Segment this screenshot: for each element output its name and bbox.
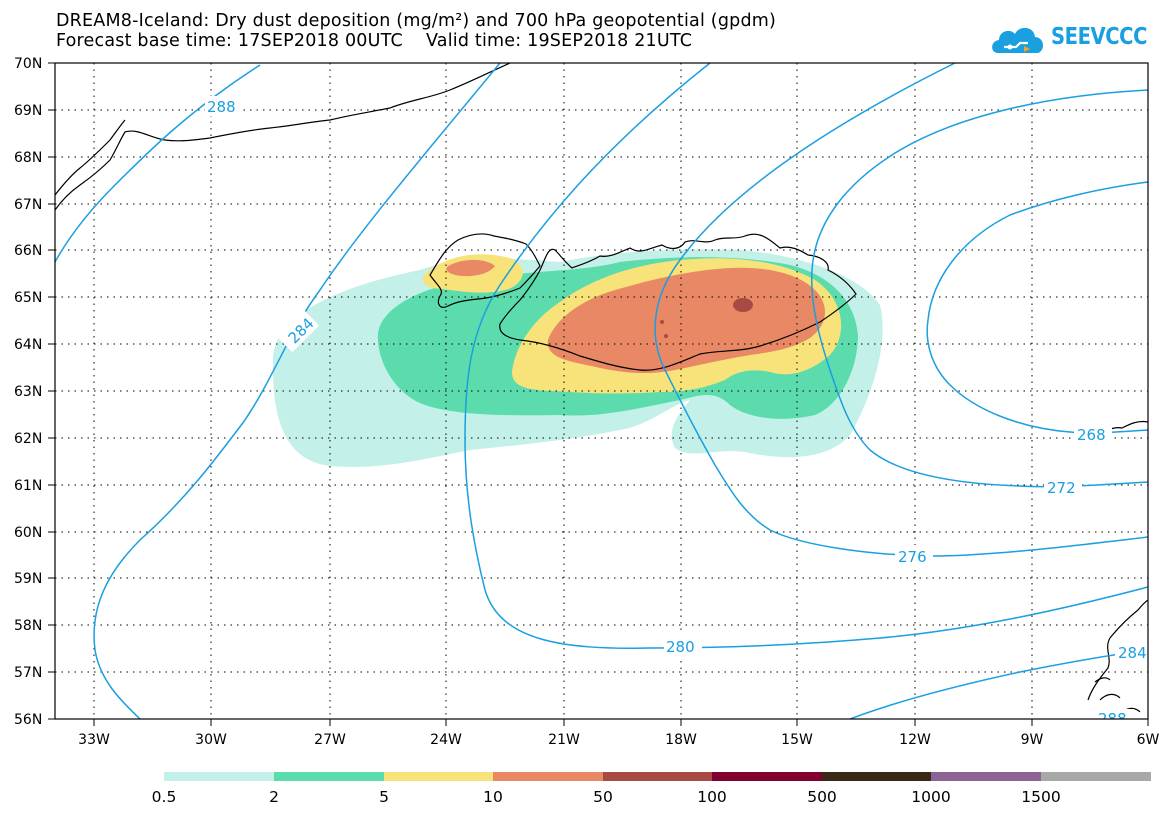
scotland-coastline: [1087, 599, 1148, 701]
map-plot-area: 288 284 280 276 272 268 284 288: [55, 63, 1148, 728]
deposition-area-50: [733, 298, 753, 312]
latitude-labels: 70N 69N 68N 67N 66N 65N 64N 63N 62N 61N …: [14, 56, 42, 728]
colorbar-label: 500: [807, 788, 837, 806]
contour-label: 268: [1077, 426, 1106, 444]
contour-label: 280: [666, 638, 695, 656]
lat-label: 70N: [14, 56, 42, 72]
colorbar-label: 5: [379, 788, 389, 806]
deposition-spot-50: [660, 320, 664, 324]
colorbar-segment: [1041, 772, 1151, 781]
lon-label: 24W: [430, 732, 462, 748]
contour-284: [93, 63, 501, 719]
lon-label: 33W: [78, 732, 110, 748]
logo-text: SEEVCCC: [1051, 24, 1147, 50]
lon-label: 18W: [665, 732, 697, 748]
longitude-labels: 33W 30W 27W 24W 21W 18W 15W 12W 9W 6W: [78, 732, 1159, 748]
lat-label: 66N: [14, 243, 42, 259]
iceland-coastline: [499, 233, 857, 371]
lat-label: 69N: [14, 103, 42, 119]
contour-272: [810, 89, 1148, 488]
lon-label: 12W: [899, 732, 931, 748]
colorbar-segment: [384, 772, 493, 781]
lon-label: 15W: [781, 732, 813, 748]
lat-label: 56N: [14, 712, 42, 728]
lat-label: 65N: [14, 290, 42, 306]
colorbar-label: 50: [593, 788, 613, 806]
lat-label: 68N: [14, 150, 42, 166]
contour-label: 276: [898, 548, 927, 566]
lon-label: 30W: [195, 732, 227, 748]
lat-label: 59N: [14, 571, 42, 587]
contour-label: 284: [1118, 644, 1147, 662]
colorbar-label: 10: [483, 788, 503, 806]
colorbar-label: 1500: [1021, 788, 1060, 806]
lon-label: 9W: [1021, 732, 1044, 748]
colorbar-label: 2: [269, 788, 279, 806]
lat-label: 63N: [14, 384, 42, 400]
contour-label: 272: [1047, 479, 1076, 497]
colorbar-segment: [603, 772, 712, 781]
contour-268: [926, 181, 1148, 434]
colorbar-segment: [274, 772, 384, 781]
colorbar-segment: [164, 772, 274, 781]
deposition-area-10-west: [446, 259, 495, 277]
geopotential-contours: [55, 63, 1148, 719]
lon-label: 21W: [548, 732, 580, 748]
lon-label: 6W: [1137, 732, 1160, 748]
greenland-coastline-south: [55, 119, 126, 196]
contour-284-se: [849, 649, 1148, 719]
lat-label: 58N: [14, 618, 42, 634]
lat-label: 67N: [14, 197, 42, 213]
colorbar-segment: [712, 772, 822, 781]
contour-280: [464, 63, 1148, 649]
colorbar-segment: [931, 772, 1041, 781]
lat-label: 61N: [14, 478, 42, 494]
lat-label: 60N: [14, 525, 42, 541]
colorbar-label: 1000: [911, 788, 950, 806]
scotland-islands-coastline: [1094, 677, 1141, 715]
cloud-logo-icon: [992, 27, 1044, 53]
lat-label: 62N: [14, 431, 42, 447]
contour-label: 288: [207, 98, 236, 116]
colorbar-segment: [493, 772, 603, 781]
colorbar: 0.5 2 5 10 50 100 500 1000 1500: [152, 772, 1151, 806]
colorbar-label: 100: [697, 788, 727, 806]
axis-ticks: [48, 62, 1149, 726]
colorbar-label: 0.5: [152, 788, 177, 806]
map-subtitle: Forecast base time: 17SEP2018 00UTC Vali…: [56, 31, 693, 51]
deposition-spot-50: [664, 334, 668, 338]
lat-label: 57N: [14, 665, 42, 681]
map-title: DREAM8-Iceland: Dry dust deposition (mg/…: [56, 11, 777, 31]
contour-label: 288: [1098, 710, 1127, 728]
greenland-coastline: [55, 63, 511, 211]
iceland-westfjords-coastline: [429, 233, 541, 308]
lon-label: 27W: [314, 732, 346, 748]
colorbar-segment: [822, 772, 931, 781]
gridlines: [55, 63, 1148, 719]
contour-labels: 288 284 280 276 272 268 284 288: [205, 96, 1148, 728]
contour-276: [654, 63, 1148, 557]
lat-label: 64N: [14, 337, 42, 353]
